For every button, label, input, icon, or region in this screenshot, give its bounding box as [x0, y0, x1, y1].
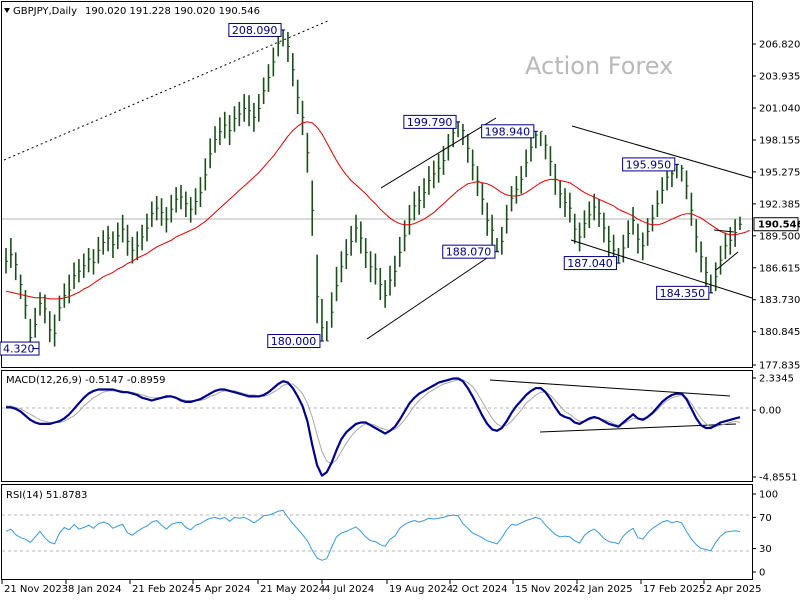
rsi-line — [5, 509, 741, 561]
x-tick-label: 19 Aug 2024 — [389, 584, 453, 595]
y-tick-label: 203.935 — [759, 71, 800, 82]
y-tick-label: 30 — [759, 544, 772, 555]
y-tick-label: 0.00 — [759, 406, 781, 417]
dotted-trendline — [3, 19, 331, 161]
macd-y-axis: 2.3345 0.00 -4.8551 — [752, 374, 798, 484]
y-tick-label: 177.835 — [759, 361, 800, 372]
annotation-label: 188.070 — [446, 246, 492, 259]
y-tick-label: 189.500 — [759, 231, 800, 242]
wedge-lower-line — [715, 251, 739, 271]
x-tick-label: 8 Jan 2024 — [68, 584, 122, 595]
channel-lower-line — [366, 257, 488, 340]
y-tick-label: 186.615 — [759, 263, 800, 274]
y-tick-label: 183.730 — [759, 295, 800, 306]
annotation-label: 187.040 — [567, 257, 613, 270]
moving-average — [5, 121, 750, 300]
symbol-label: GBPJPY,Daily — [13, 6, 77, 17]
macd-upper-trendline — [489, 379, 731, 397]
channel-upper-line — [380, 117, 497, 189]
macd-title: MACD(12,26,9) -0.5147 -0.8959 — [6, 375, 166, 386]
collapse-triangle-icon[interactable] — [4, 8, 10, 13]
macd-line-group — [6, 377, 741, 477]
x-tick-label: 17 Feb 2025 — [643, 584, 705, 595]
price-tag-label: 190.546 — [758, 220, 800, 231]
annotation-label: 195.950 — [626, 158, 672, 171]
annotation-label: 208.090 — [232, 24, 278, 37]
descending-upper-line — [571, 125, 753, 179]
watermark: Action Forex — [525, 52, 673, 80]
x-tick-label: 21 Feb 2024 — [132, 584, 194, 595]
price-panel-frame — [1, 1, 753, 368]
price-annotations: 208.090 199.790 198.940 195.950 188.070 187.0… — [0, 22, 713, 356]
price-tag-box — [753, 217, 799, 232]
moving-average-line — [5, 121, 750, 300]
x-tick-label: 2 Jan 2025 — [579, 584, 633, 595]
rsi-panel-frame — [1, 484, 753, 580]
x-tick-label: 5 Apr 2024 — [195, 584, 250, 595]
macd-line — [6, 377, 741, 477]
descending-lower-line — [570, 239, 753, 299]
x-tick-label: 2 Oct 2024 — [452, 584, 507, 595]
y-tick-label: 100 — [759, 490, 778, 501]
annotation-label: 199.790 — [407, 116, 453, 129]
rsi-line-group — [5, 509, 741, 561]
y-tick-label: 0 — [759, 568, 765, 579]
y-tick-label: 180.845 — [759, 327, 800, 338]
price-bars — [5, 29, 742, 349]
annotation-label: 198.940 — [485, 125, 531, 138]
ohlc-values: 190.020 191.228 190.020 190.546 — [85, 6, 260, 17]
y-tick-label: 2.3345 — [759, 374, 794, 385]
price-y-axis: 206.820 203.935 201.040 198.155 195.275 192.3… — [752, 40, 800, 372]
y-tick-label: 70 — [759, 513, 772, 524]
y-tick-label: 195.275 — [759, 167, 800, 178]
x-tick-label: 4 Jul 2024 — [324, 584, 374, 595]
annotation-label: 184.350 — [660, 287, 706, 300]
annotation-label: 4.320 — [3, 343, 35, 356]
rsi-title: RSI(14) 51.8783 — [6, 490, 87, 501]
x-tick-label: 21 Nov 2023 — [4, 584, 68, 595]
y-tick-label: 192.385 — [759, 199, 800, 210]
y-tick-label: 198.155 — [759, 135, 800, 146]
x-tick-label: 21 May 2024 — [260, 584, 325, 595]
y-tick-label: 201.040 — [759, 104, 800, 115]
wedge-upper-line — [713, 229, 735, 233]
current-price-tag: 190.546 — [753, 217, 800, 232]
x-tick-label: 15 Nov 2024 — [515, 584, 579, 595]
x-tick-label: 2 Apr 2025 — [706, 584, 761, 595]
annotation-label: 180.000 — [271, 335, 317, 348]
date-x-axis: 21 Nov 2023 8 Jan 2024 21 Feb 2024 5 Apr 20… — [1, 580, 761, 595]
y-tick-label: 206.820 — [759, 40, 800, 51]
rsi-y-axis: 100 70 30 0 — [752, 490, 778, 579]
y-tick-label: -4.8551 — [759, 473, 798, 484]
